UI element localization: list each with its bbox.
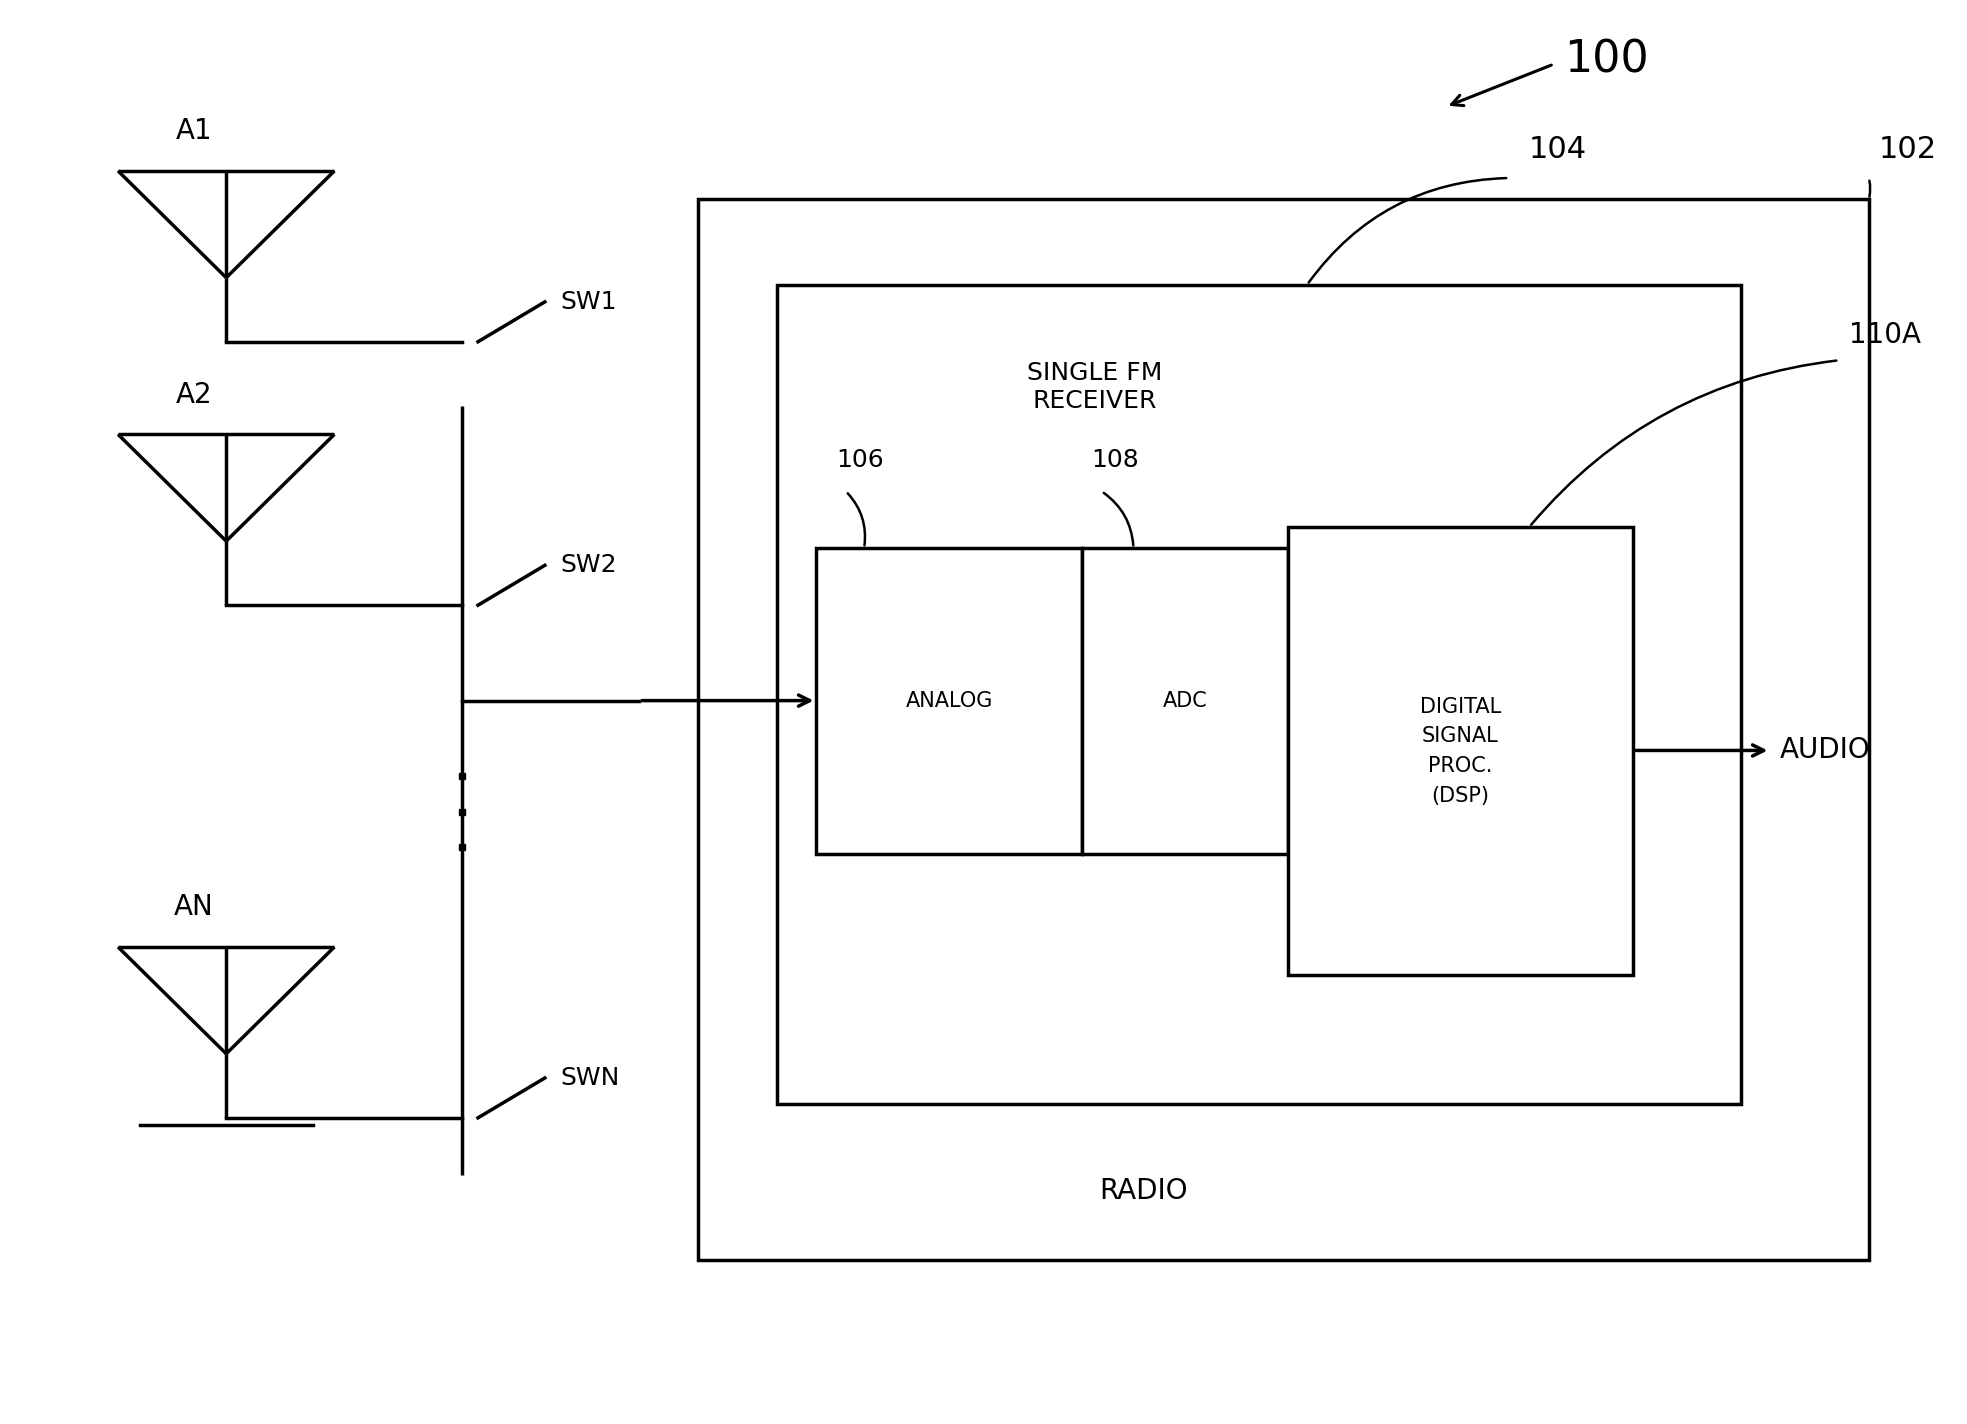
- Text: A2: A2: [175, 380, 212, 409]
- Bar: [816, 548, 1082, 854]
- Text: 100: 100: [1564, 38, 1648, 81]
- Text: AUDIO: AUDIO: [1780, 736, 1871, 765]
- Text: 102: 102: [1878, 135, 1937, 164]
- Text: SWN: SWN: [561, 1067, 620, 1089]
- Text: 104: 104: [1528, 135, 1587, 164]
- Text: 108: 108: [1092, 449, 1139, 471]
- Text: A1: A1: [175, 117, 212, 145]
- Bar: [1082, 548, 1288, 854]
- Text: RADIO: RADIO: [1100, 1178, 1188, 1205]
- Text: SINGLE FM
RECEIVER: SINGLE FM RECEIVER: [1027, 362, 1162, 413]
- Text: SW2: SW2: [561, 554, 618, 577]
- Bar: [1288, 527, 1633, 975]
- Text: SW1: SW1: [561, 290, 618, 313]
- Text: AN: AN: [173, 893, 214, 921]
- Bar: [698, 199, 1869, 1260]
- Text: ANALOG: ANALOG: [905, 691, 993, 712]
- Text: 110A: 110A: [1849, 320, 1922, 349]
- Text: ADC: ADC: [1162, 691, 1208, 712]
- Text: DIGITAL
SIGNAL
PROC.
(DSP): DIGITAL SIGNAL PROC. (DSP): [1420, 696, 1501, 806]
- Bar: [777, 285, 1741, 1104]
- Text: 106: 106: [836, 449, 883, 471]
